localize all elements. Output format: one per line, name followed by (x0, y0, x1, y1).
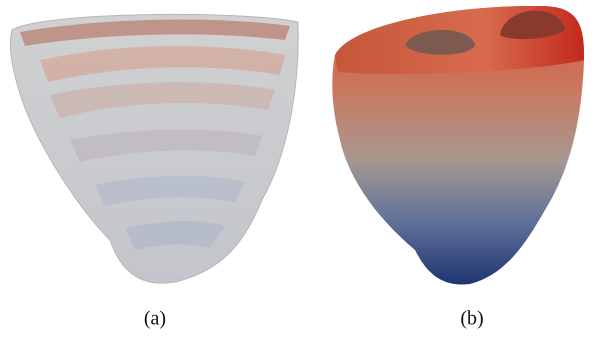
figure: (a) (b) (0, 0, 597, 337)
panel-a-image (10, 14, 298, 283)
caption: (b) (460, 308, 483, 330)
caption: (a) (144, 308, 166, 330)
panel-b-image (332, 6, 584, 285)
